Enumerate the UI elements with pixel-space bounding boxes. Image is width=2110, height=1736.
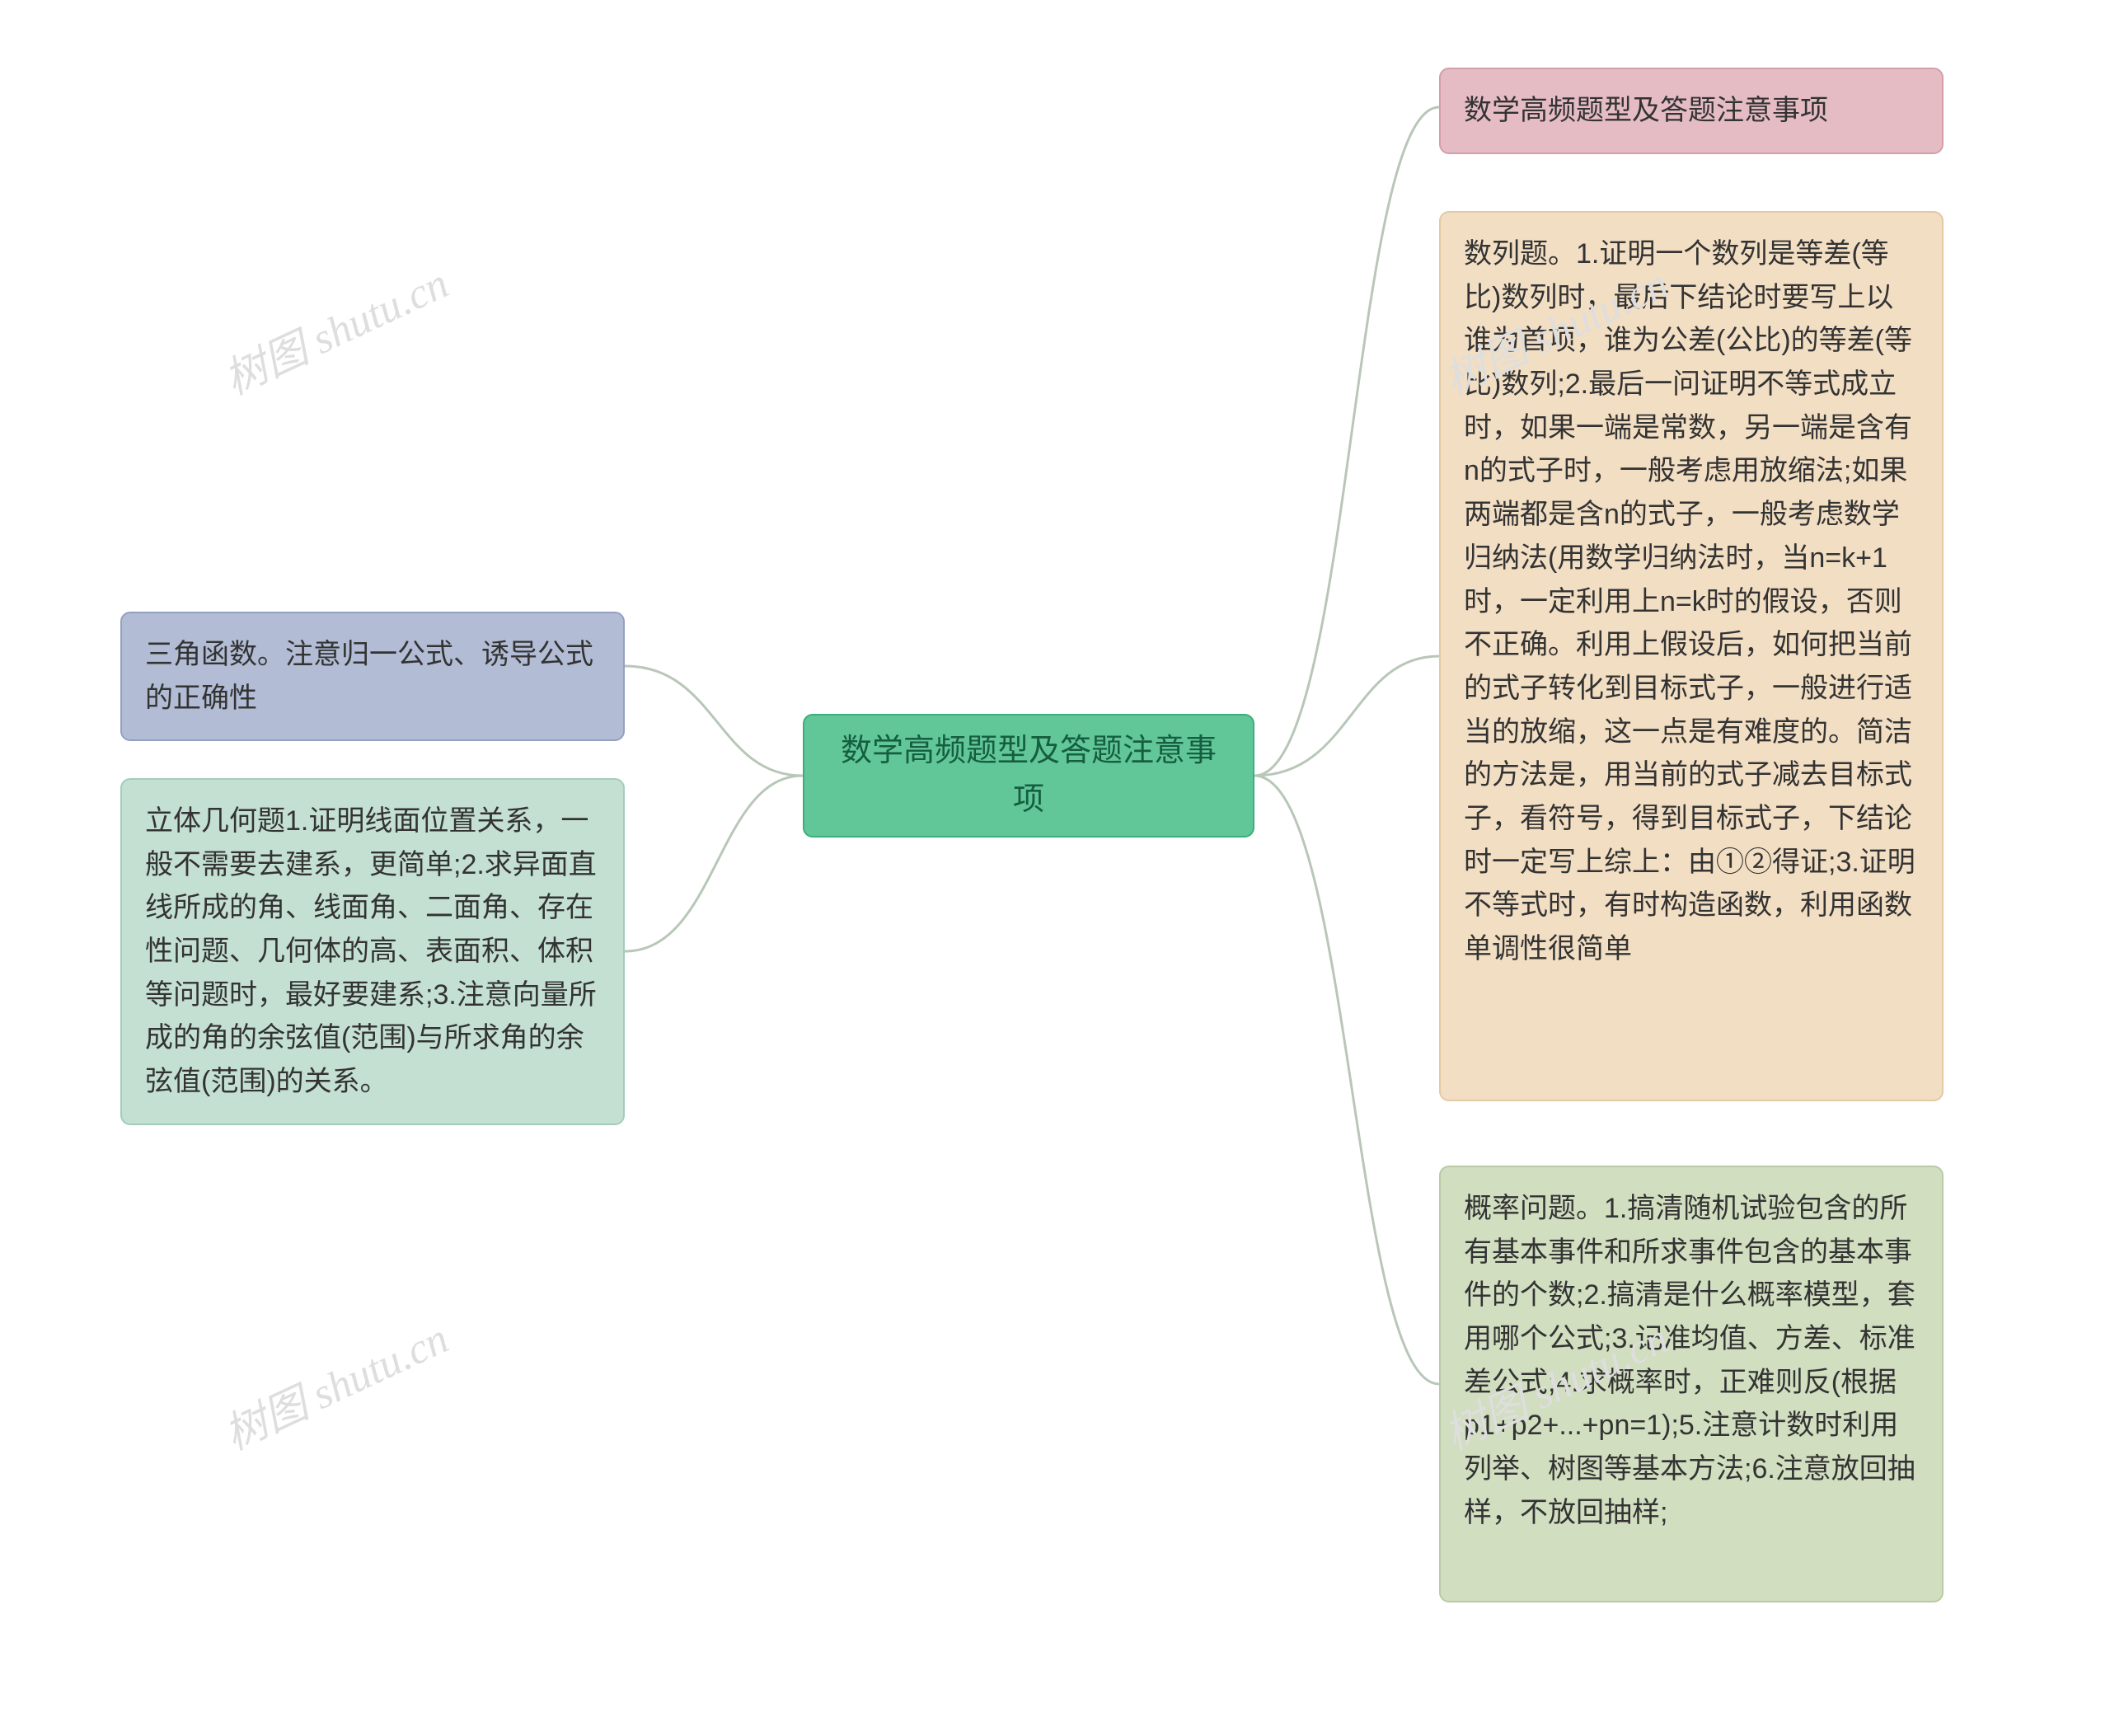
connector (1254, 776, 1439, 1384)
node-geometry: 立体几何题1.证明线面位置关系，一般不需要去建系，更简单;2.求异面直线所成的角… (120, 778, 625, 1125)
center-node-text: 数学高频题型及答题注意事项 (828, 727, 1230, 824)
node-sequence-text: 数列题。1.证明一个数列是等差(等比)数列时，最后下结论时要写上以谁为首项，谁为… (1464, 238, 1915, 964)
node-probability: 概率问题。1.搞清随机试验包含的所有基本事件和所求事件包含的基本事件的个数;2.… (1439, 1166, 1944, 1602)
watermark: 树图 shutu.cn (213, 249, 457, 406)
connector (1254, 656, 1439, 776)
node-trig: 三角函数。注意归一公式、诱导公式的正确性 (120, 612, 625, 741)
node-title-text: 数学高频题型及答题注意事项 (1464, 95, 1828, 126)
node-sequence: 数列题。1.证明一个数列是等差(等比)数列时，最后下结论时要写上以谁为首项，谁为… (1439, 211, 1944, 1101)
node-probability-text: 概率问题。1.搞清随机试验包含的所有基本事件和所求事件包含的基本事件的个数;2.… (1464, 1193, 1915, 1528)
center-node: 数学高频题型及答题注意事项 (803, 714, 1254, 838)
connector (625, 666, 803, 776)
node-geometry-text: 立体几何题1.证明线面位置关系，一般不需要去建系，更简单;2.求异面直线所成的角… (145, 805, 597, 1097)
connector (625, 776, 803, 951)
connector (1254, 107, 1439, 776)
watermark: 树图 shutu.cn (213, 1304, 457, 1462)
node-title: 数学高频题型及答题注意事项 (1439, 68, 1944, 154)
node-trig-text: 三角函数。注意归一公式、诱导公式的正确性 (145, 639, 593, 714)
